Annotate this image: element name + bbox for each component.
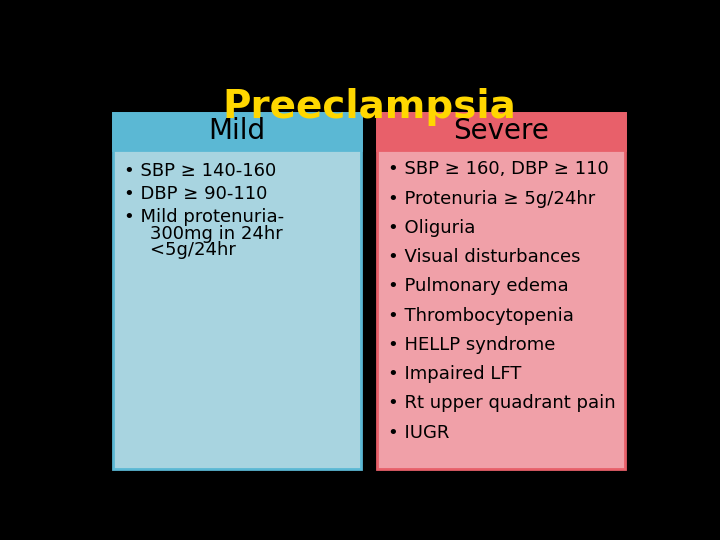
Text: • IUGR: • IUGR: [387, 423, 449, 442]
Text: • Impaired LFT: • Impaired LFT: [387, 365, 521, 383]
Text: • HELLP syndrome: • HELLP syndrome: [387, 336, 555, 354]
Text: Mild: Mild: [209, 117, 266, 145]
Text: • DBP ≥ 90-110: • DBP ≥ 90-110: [124, 185, 267, 203]
FancyBboxPatch shape: [377, 112, 625, 469]
Text: • Protenuria ≥ 5g/24hr: • Protenuria ≥ 5g/24hr: [387, 190, 595, 207]
Text: Severe: Severe: [453, 117, 549, 145]
FancyBboxPatch shape: [113, 112, 361, 469]
Text: • SBP ≥ 140-160: • SBP ≥ 140-160: [124, 162, 276, 180]
Text: <5g/24hr: <5g/24hr: [127, 241, 236, 259]
FancyBboxPatch shape: [113, 112, 361, 150]
Text: Preeclampsia: Preeclampsia: [222, 88, 516, 126]
Text: 300mg in 24hr: 300mg in 24hr: [127, 225, 283, 242]
Text: • Rt upper quadrant pain: • Rt upper quadrant pain: [387, 394, 615, 413]
Text: • Thrombocytopenia: • Thrombocytopenia: [387, 307, 573, 325]
Text: • Pulmonary edema: • Pulmonary edema: [387, 278, 568, 295]
Text: • Mild protenuria-: • Mild protenuria-: [124, 208, 284, 226]
Text: • Oliguria: • Oliguria: [387, 219, 475, 237]
FancyBboxPatch shape: [377, 112, 625, 150]
Text: • SBP ≥ 160, DBP ≥ 110: • SBP ≥ 160, DBP ≥ 110: [387, 160, 608, 178]
Text: • Visual disturbances: • Visual disturbances: [387, 248, 580, 266]
